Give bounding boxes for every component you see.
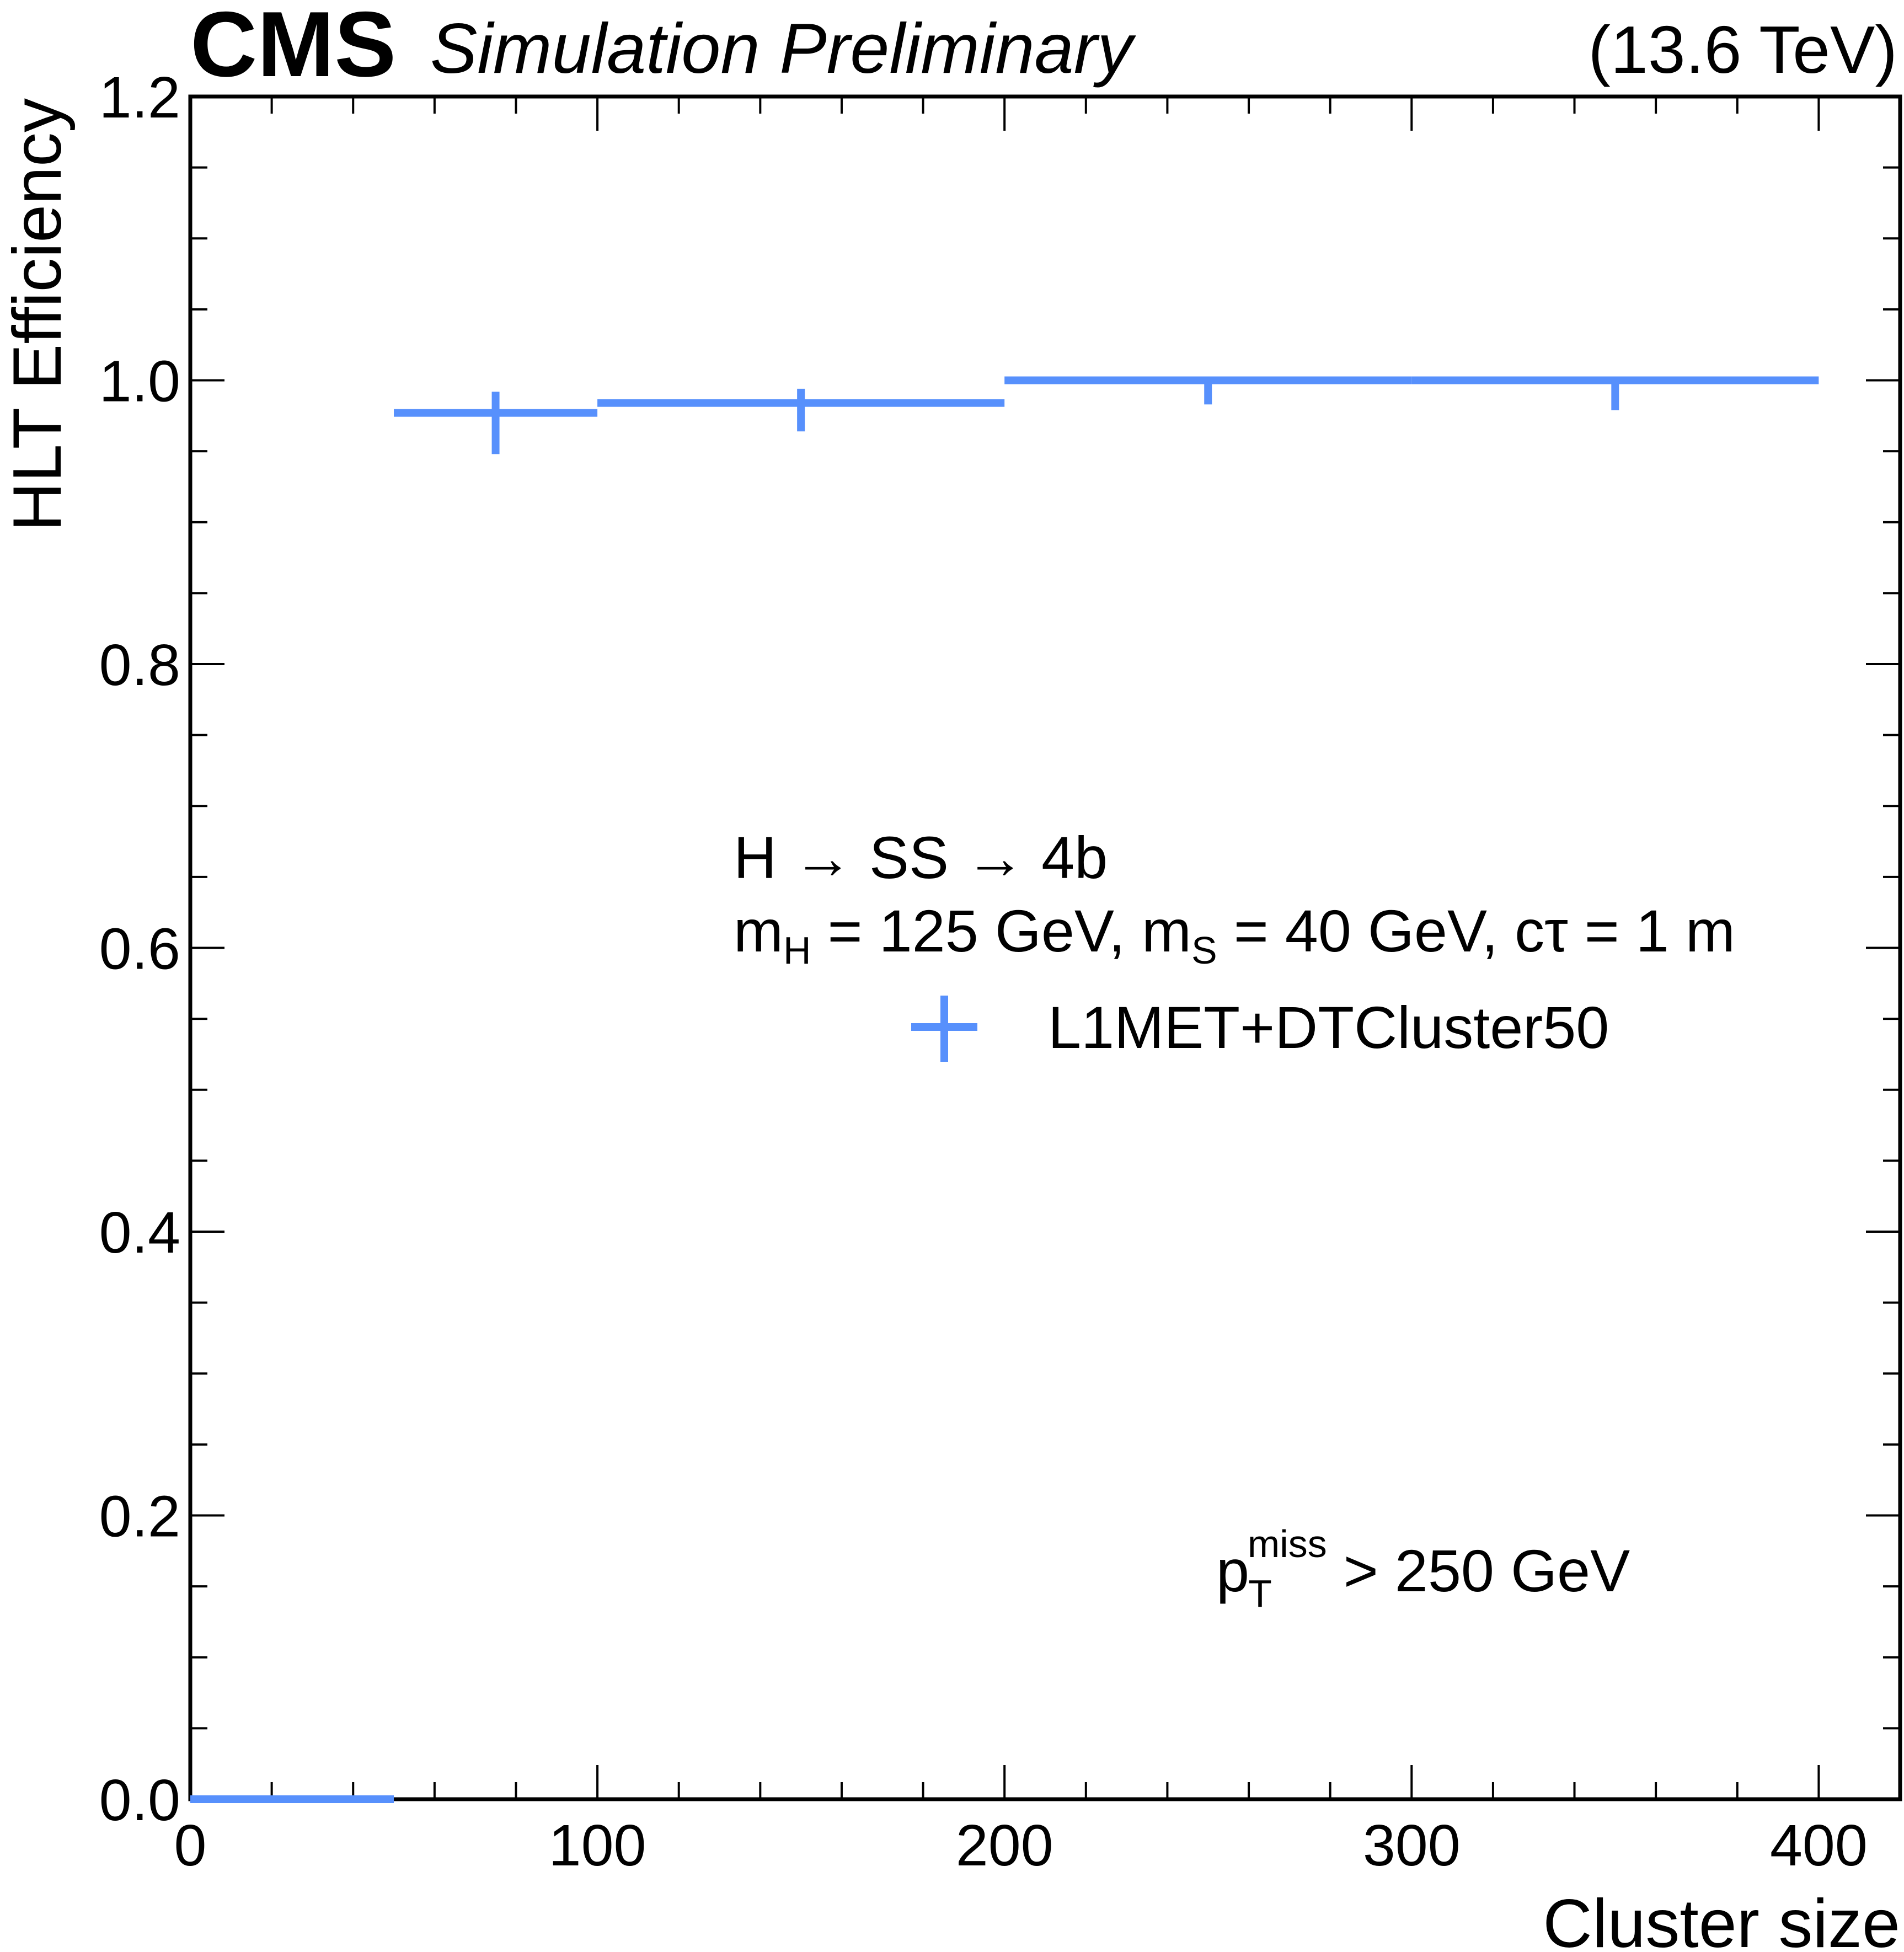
- x-tick-label: 300: [1363, 1813, 1461, 1878]
- process-label: H → SS → 4b: [734, 824, 1108, 891]
- met-p-symbol: p: [1216, 1537, 1249, 1604]
- mass-h-subscript: H: [783, 929, 811, 972]
- y-axis-title: HLT Efficiency: [0, 98, 76, 532]
- mass-h-symbol: m: [734, 897, 783, 964]
- x-tick-label: 100: [549, 1813, 646, 1878]
- y-tick-label: 0.8: [99, 633, 180, 698]
- met-subscript: T: [1248, 1572, 1272, 1615]
- series-layer: [190, 376, 1819, 1803]
- x-axis-title: Cluster size: [1543, 1886, 1900, 1952]
- legend-entry-label: L1MET+DTCluster50: [1048, 994, 1609, 1061]
- axis-tick-labels: 0 100 200 300 400 0.0 0.2 0.4 0.6 0.8 1.0 1.2: [99, 65, 1868, 1878]
- y-tick-label: 0.0: [99, 1768, 180, 1833]
- status-label: Simulation Preliminary: [430, 9, 1136, 88]
- energy-label: (13.6 TeV): [1588, 12, 1897, 87]
- y-tick-label: 0.6: [99, 917, 180, 982]
- met-threshold: > 250 GeV: [1327, 1537, 1630, 1604]
- x-tick-label: 200: [956, 1813, 1053, 1878]
- mass-parameters-label: mH = 125 GeV, mS = 40 GeV, cτ = 1 m: [734, 897, 1735, 972]
- legend: L1MET+DTCluster50: [911, 994, 1609, 1062]
- y-tick-label: 0.2: [99, 1484, 180, 1549]
- x-tick-label: 0: [174, 1813, 207, 1878]
- axis-ticks: [189, 95, 1901, 1800]
- met-cut-label: pTmiss > 250 GeV: [1216, 1522, 1630, 1615]
- met-superscript: miss: [1248, 1522, 1327, 1565]
- mass-s-value: = 40 GeV, cτ = 1 m: [1217, 897, 1735, 964]
- experiment-label: CMS: [190, 0, 396, 96]
- x-tick-label: 400: [1770, 1813, 1868, 1878]
- mass-h-value: = 125 GeV, m: [811, 897, 1191, 964]
- y-tick-label: 0.4: [99, 1200, 180, 1265]
- y-tick-label: 1.2: [99, 65, 180, 130]
- mass-s-subscript: S: [1191, 929, 1217, 972]
- y-tick-label: 1.0: [99, 349, 180, 414]
